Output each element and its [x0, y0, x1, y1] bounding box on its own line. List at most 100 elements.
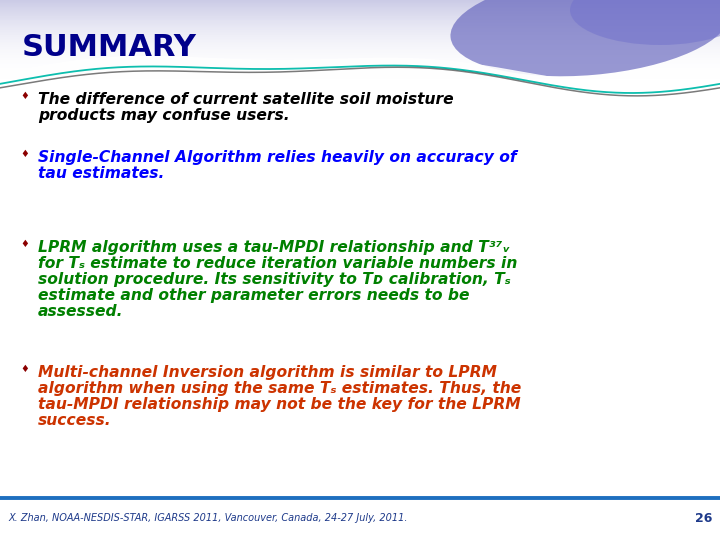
Bar	[0, 63, 720, 64]
Bar	[0, 10, 720, 11]
Bar	[0, 11, 720, 12]
Bar	[0, 40, 720, 41]
Bar	[0, 8, 720, 9]
Text: tau estimates.: tau estimates.	[38, 166, 164, 181]
Text: The difference of current satellite soil moisture: The difference of current satellite soil…	[38, 92, 454, 107]
Bar	[0, 69, 720, 70]
Bar	[0, 26, 720, 27]
Bar	[0, 60, 720, 61]
Bar	[0, 66, 720, 67]
Bar	[0, 21, 720, 22]
Bar	[0, 15, 720, 16]
Bar	[0, 45, 720, 46]
Bar	[0, 52, 720, 53]
Bar	[0, 61, 720, 62]
Bar	[0, 31, 720, 32]
Bar	[0, 68, 720, 69]
Bar	[0, 44, 720, 45]
Bar	[0, 28, 720, 29]
Text: X. Zhan, NOAA-NESDIS-STAR, IGARSS 2011, Vancouver, Canada, 24-27 July, 2011.: X. Zhan, NOAA-NESDIS-STAR, IGARSS 2011, …	[8, 513, 408, 523]
Bar	[0, 1, 720, 2]
Bar	[0, 30, 720, 31]
Bar	[0, 72, 720, 73]
Text: algorithm when using the same Tₛ estimates. Thus, the: algorithm when using the same Tₛ estimat…	[38, 381, 521, 396]
Bar	[0, 14, 720, 15]
Bar	[0, 23, 720, 24]
Bar	[0, 37, 720, 38]
Bar	[0, 29, 720, 30]
Bar	[0, 46, 720, 47]
Text: estimate and other parameter errors needs to be: estimate and other parameter errors need…	[38, 288, 469, 303]
Bar	[0, 20, 720, 21]
Text: SUMMARY: SUMMARY	[22, 32, 197, 62]
Bar	[0, 0, 720, 1]
Bar	[0, 57, 720, 58]
Bar	[0, 64, 720, 65]
Bar	[0, 75, 720, 76]
Bar	[0, 18, 720, 19]
Bar	[0, 24, 720, 25]
Bar	[0, 9, 720, 10]
Bar	[0, 19, 720, 20]
Text: LPRM algorithm uses a tau-MPDI relationship and T³⁷ᵥ: LPRM algorithm uses a tau-MPDI relations…	[38, 240, 510, 255]
Bar	[0, 59, 720, 60]
Text: ♦: ♦	[20, 239, 29, 249]
Bar	[0, 12, 720, 13]
Text: for Tₛ estimate to reduce iteration variable numbers in: for Tₛ estimate to reduce iteration vari…	[38, 256, 518, 271]
Bar	[0, 3, 720, 4]
Bar	[0, 38, 720, 39]
Text: Single-Channel Algorithm relies heavily on accuracy of: Single-Channel Algorithm relies heavily …	[38, 150, 517, 165]
Bar	[0, 79, 720, 80]
Bar	[0, 58, 720, 59]
Text: 26: 26	[695, 511, 712, 524]
Bar	[0, 56, 720, 57]
Bar	[0, 77, 720, 78]
Bar	[0, 48, 720, 49]
Bar	[0, 65, 720, 66]
Ellipse shape	[451, 0, 720, 76]
Bar	[0, 49, 720, 50]
Bar	[0, 78, 720, 79]
Bar	[0, 6, 720, 7]
Bar	[0, 51, 720, 52]
Bar	[0, 33, 720, 34]
Bar	[0, 71, 720, 72]
Bar	[0, 70, 720, 71]
Bar	[0, 5, 720, 6]
Text: ♦: ♦	[20, 364, 29, 374]
Bar	[0, 76, 720, 77]
Bar	[0, 55, 720, 56]
Bar	[0, 22, 720, 23]
Bar	[0, 73, 720, 74]
Bar	[0, 62, 720, 63]
Bar	[0, 36, 720, 37]
Bar	[0, 27, 720, 28]
Bar	[0, 32, 720, 33]
Bar	[0, 54, 720, 55]
Text: ♦: ♦	[20, 149, 29, 159]
Bar	[0, 25, 720, 26]
Bar	[0, 41, 720, 42]
Bar	[0, 35, 720, 36]
Text: ♦: ♦	[20, 91, 29, 101]
Bar	[0, 13, 720, 14]
Bar	[0, 4, 720, 5]
Text: success.: success.	[38, 413, 112, 428]
Bar	[0, 17, 720, 18]
Text: Multi-channel Inversion algorithm is similar to LPRM: Multi-channel Inversion algorithm is sim…	[38, 365, 497, 380]
Text: products may confuse users.: products may confuse users.	[38, 108, 289, 123]
Bar	[0, 42, 720, 43]
Bar	[0, 47, 720, 48]
Bar	[0, 2, 720, 3]
Text: tau-MPDI relationship may not be the key for the LPRM: tau-MPDI relationship may not be the key…	[38, 397, 521, 412]
Bar	[0, 34, 720, 35]
Text: solution procedure. Its sensitivity to Tᴅ calibration, Tₛ: solution procedure. Its sensitivity to T…	[38, 272, 510, 287]
Bar	[0, 67, 720, 68]
Ellipse shape	[570, 0, 720, 45]
Bar	[0, 7, 720, 8]
Bar	[0, 74, 720, 75]
Text: assessed.: assessed.	[38, 304, 124, 319]
Bar	[0, 16, 720, 17]
Bar	[0, 39, 720, 40]
Bar	[0, 50, 720, 51]
